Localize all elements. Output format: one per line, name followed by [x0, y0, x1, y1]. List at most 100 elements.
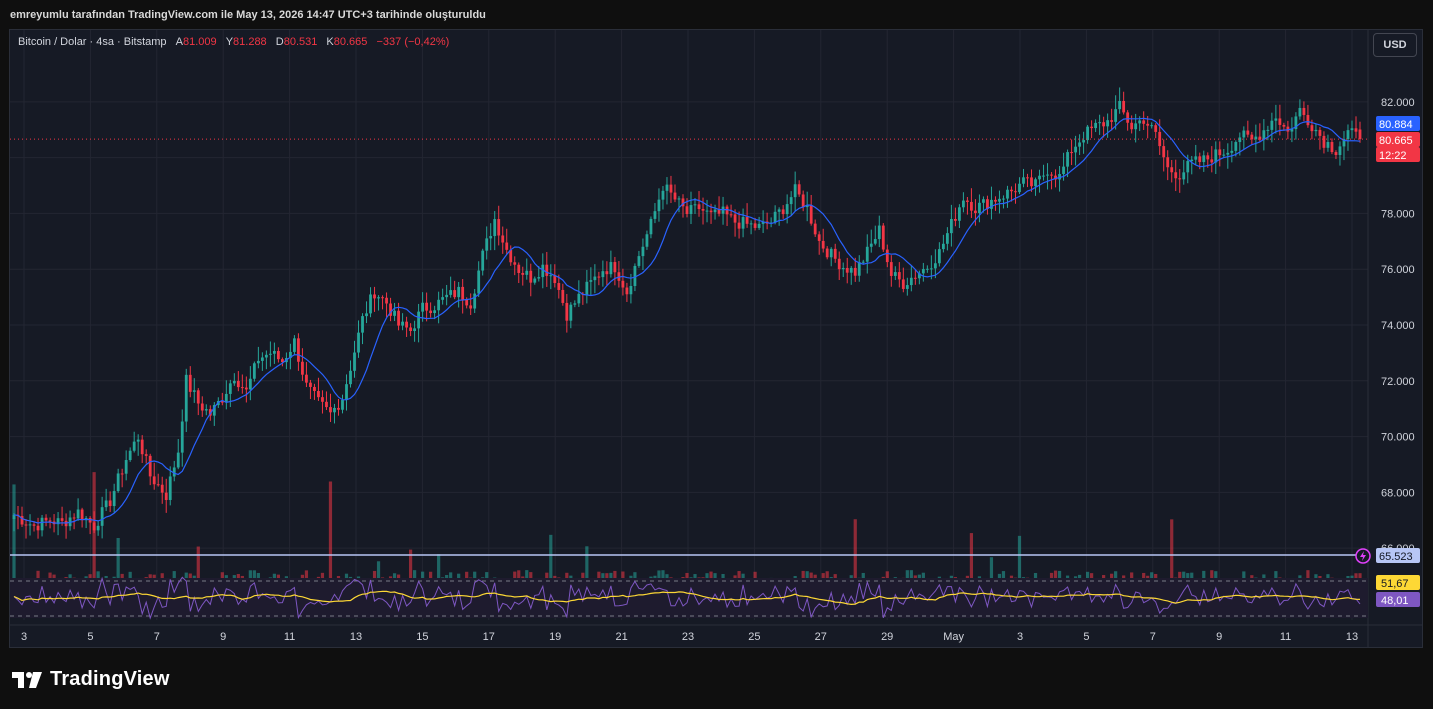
- candle-body: [877, 225, 881, 240]
- candle-body: [425, 302, 429, 311]
- candle-body: [509, 249, 513, 263]
- candle-body: [521, 272, 525, 275]
- open-value: 81.009: [182, 36, 217, 48]
- candle-body: [1078, 142, 1081, 147]
- candle-body: [337, 407, 340, 410]
- candle-body: [929, 268, 933, 270]
- change-value: −337 (−0,42%): [376, 36, 450, 48]
- candle-body: [982, 199, 985, 203]
- candle-body: [148, 455, 152, 477]
- price-axis-tag: 80.884: [1376, 116, 1420, 131]
- candle-body: [1254, 136, 1258, 140]
- candle-body: [329, 407, 332, 413]
- candle-body: [341, 399, 344, 410]
- brand-name: TradingView: [50, 668, 170, 690]
- candle-body: [164, 492, 168, 500]
- candle-body: [345, 384, 348, 400]
- candle-body: [897, 272, 901, 280]
- candle-body: [317, 390, 320, 398]
- candle-body: [861, 261, 865, 263]
- candle-body: [132, 441, 136, 451]
- y-tick-label: 82.000: [1381, 97, 1415, 109]
- candle-body: [192, 390, 196, 392]
- x-tick-label: 19: [549, 631, 561, 643]
- volume-bar: [1017, 535, 1022, 590]
- candle-body: [1086, 126, 1089, 141]
- candle-body: [561, 289, 565, 303]
- candle-body: [1170, 167, 1174, 173]
- candle-body: [1106, 120, 1110, 127]
- candle-body: [970, 201, 973, 211]
- candle-body: [889, 262, 893, 276]
- tradingview-logo[interactable]: TradingView: [12, 668, 170, 691]
- volume-bar: [328, 481, 333, 590]
- candle-body: [1022, 177, 1025, 184]
- candle-body: [689, 205, 693, 215]
- candle-body: [673, 192, 677, 200]
- candle-body: [1346, 130, 1350, 140]
- chart-canvas[interactable]: 66.00068.00070.00072.00074.00076.00078.0…: [10, 30, 1422, 647]
- candle-body: [917, 273, 921, 279]
- candle-body: [240, 387, 244, 389]
- candle-body: [597, 276, 601, 278]
- candle-body: [429, 310, 433, 314]
- candle-body: [1230, 150, 1234, 153]
- price-axis-tag-bg: [1376, 147, 1420, 162]
- candle-body: [349, 370, 352, 385]
- x-tick-label: 21: [615, 631, 627, 643]
- candle-body: [1302, 107, 1306, 115]
- rsi-axis-tag-text: 48,01: [1381, 595, 1409, 607]
- symbol-name[interactable]: Bitcoin / Dolar · 4sa · Bitstamp: [18, 36, 167, 48]
- symbol-legend: Bitcoin / Dolar · 4sa · Bitstamp A81.009…: [18, 36, 449, 48]
- currency-button[interactable]: USD: [1373, 33, 1417, 57]
- candle-body: [909, 277, 913, 286]
- candle-body: [232, 380, 236, 384]
- candle-body: [1150, 125, 1154, 127]
- candle-body: [681, 198, 685, 207]
- candle-body: [289, 351, 292, 359]
- chart-panel[interactable]: 66.00068.00070.00072.00074.00076.00078.0…: [9, 29, 1423, 648]
- volume-bar: [92, 472, 96, 590]
- candle-body: [1174, 172, 1178, 179]
- candle-body: [773, 211, 777, 223]
- x-tick-label: 9: [220, 631, 226, 643]
- candle-body: [978, 202, 981, 214]
- candle-body: [793, 184, 797, 198]
- candle-body: [569, 304, 573, 321]
- candle-body: [933, 263, 937, 269]
- candle-body: [361, 316, 364, 333]
- candle-body: [693, 204, 697, 206]
- candle-body: [28, 524, 32, 526]
- candle-body: [1218, 149, 1222, 156]
- candle-body: [481, 250, 485, 271]
- candle-body: [1010, 189, 1013, 192]
- candle-body: [1118, 100, 1122, 110]
- candle-body: [72, 517, 76, 519]
- candle-body: [1090, 126, 1094, 129]
- candle-body: [665, 184, 669, 191]
- candle-body: [733, 214, 737, 223]
- x-tick-label: 11: [1280, 631, 1291, 643]
- candle-body: [757, 223, 761, 228]
- candle-body: [962, 200, 965, 208]
- candle-body: [60, 518, 64, 521]
- candle-body: [505, 242, 509, 250]
- candle-body: [469, 305, 473, 309]
- candle-body: [949, 218, 953, 234]
- candle-body: [236, 380, 240, 388]
- candle-body: [1062, 166, 1065, 175]
- candle-body: [589, 280, 593, 282]
- candle-body: [785, 204, 789, 215]
- candle-body: [1350, 128, 1354, 131]
- candle-body: [1166, 157, 1170, 168]
- candle-body: [893, 272, 897, 276]
- candle-body: [1318, 129, 1322, 136]
- high-label: Y: [225, 36, 234, 48]
- y-tick-label: 78.000: [1381, 208, 1415, 220]
- candle-body: [990, 199, 993, 209]
- volume-bar: [376, 561, 381, 590]
- candle-body: [1014, 191, 1017, 193]
- candle-body: [817, 234, 821, 241]
- rsi-axis-tag-bg: [1376, 575, 1420, 590]
- candle-body: [32, 524, 36, 526]
